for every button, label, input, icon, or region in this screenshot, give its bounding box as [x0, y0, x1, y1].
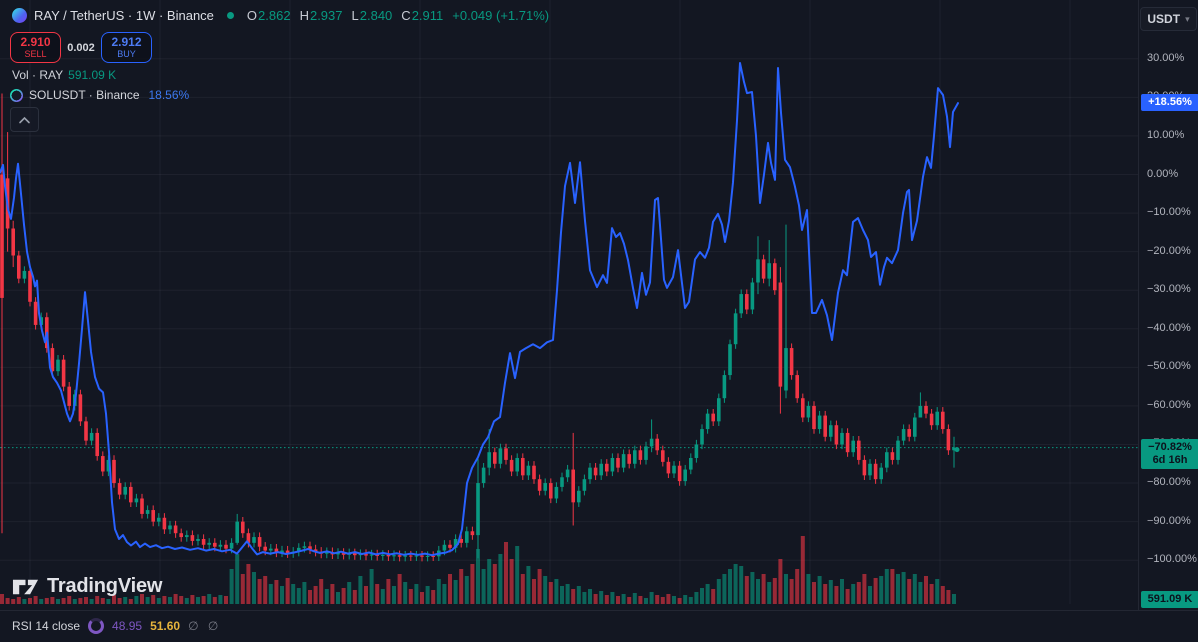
sol-logo-icon — [10, 88, 23, 102]
axis-tick-label: 0.00% — [1147, 167, 1179, 180]
high-value: 2.937 — [309, 8, 343, 23]
sell-button[interactable]: 2.910 SELL — [10, 32, 61, 63]
trade-panel: 2.910 SELL 0.002 2.912 BUY — [10, 32, 152, 63]
rsi-pane: RSI 14 close 48.95 51.60 ∅ ∅ — [0, 610, 1198, 642]
axis-tick-label: −10.00% — [1147, 206, 1191, 219]
sell-label: SELL — [24, 48, 47, 59]
volume-label: Vol · RAY — [12, 68, 64, 82]
collapse-legend-button[interactable] — [10, 107, 39, 132]
open-label: O — [246, 8, 258, 23]
symbol-header: RAY / TetherUS · 1W · Binance O 2.862 H 2.… — [12, 8, 549, 23]
rsi-empty-values: ∅ ∅ — [188, 619, 222, 633]
ray-logo-icon — [12, 8, 27, 23]
close-value: 2.911 — [411, 8, 444, 23]
volume-value: 591.09 K — [68, 68, 117, 82]
axis-tick-label: −60.00% — [1147, 398, 1191, 411]
low-label: L — [351, 8, 359, 23]
buy-button[interactable]: 2.912 BUY — [101, 32, 152, 63]
symbol-title[interactable]: RAY / TetherUS · 1W · Binance — [34, 8, 214, 23]
axis-tick-label: −90.00% — [1147, 514, 1191, 527]
compare-change-value: 18.56% — [148, 88, 190, 102]
close-label: C — [401, 8, 411, 23]
currency-unit-label: USDT — [1147, 12, 1181, 26]
price-axis[interactable]: 30.00%20.00%10.00%0.00%−10.00%−20.00%−30… — [1138, 0, 1198, 610]
low-value: 2.840 — [359, 8, 393, 23]
tradingview-mark-icon — [12, 579, 39, 594]
chevron-up-icon — [19, 116, 30, 123]
volume-legend[interactable]: Vol · RAY 591.09 K — [12, 68, 116, 82]
open-value: 2.862 — [258, 8, 291, 23]
volume-badge: 591.09 K — [1141, 591, 1198, 608]
rsi-ma-value: 51.60 — [150, 619, 181, 633]
axis-tick-label: −80.00% — [1147, 476, 1191, 489]
axis-tick-label: −40.00% — [1147, 321, 1191, 334]
buy-price: 2.912 — [111, 34, 142, 49]
chevron-down-icon: ▾ — [1185, 13, 1190, 24]
tradingview-logo[interactable]: TradingView — [12, 575, 162, 598]
axis-tick-label: −50.00% — [1147, 360, 1191, 373]
axis-tick-label: −20.00% — [1147, 244, 1191, 257]
market-status-dot — [226, 12, 234, 19]
buy-label: BUY — [117, 48, 136, 59]
compare-price-badge: +18.56% — [1141, 93, 1198, 111]
compare-symbol-label: SOLUSDT · Binance — [29, 88, 140, 102]
high-label: H — [299, 8, 309, 23]
ohlc-values: O 2.862 H 2.937 L 2.840 C 2.911 +0.049 (+1.7… — [247, 8, 549, 23]
sell-price: 2.910 — [20, 34, 51, 49]
axis-tick-label: −30.00% — [1147, 283, 1191, 296]
currency-unit-button[interactable]: USDT ▾ — [1140, 7, 1197, 31]
loading-spinner-icon — [88, 618, 105, 634]
axis-tick-label: 30.00% — [1147, 51, 1185, 64]
axis-tick-label: −100.00% — [1147, 553, 1197, 566]
rsi-label[interactable]: RSI 14 close — [12, 619, 81, 633]
change-value: +0.049 (+1.71%) — [452, 8, 550, 23]
price-chart[interactable] — [0, 0, 1138, 610]
tradingview-wordmark: TradingView — [47, 575, 163, 597]
rsi-value: 48.95 — [112, 619, 143, 633]
compare-legend[interactable]: SOLUSDT · Binance 18.56% — [10, 88, 189, 102]
spread-value: 0.002 — [67, 41, 95, 54]
axis-tick-label: 10.00% — [1147, 128, 1185, 141]
last-price-badge: −70.82% 6d 16h — [1141, 438, 1198, 469]
